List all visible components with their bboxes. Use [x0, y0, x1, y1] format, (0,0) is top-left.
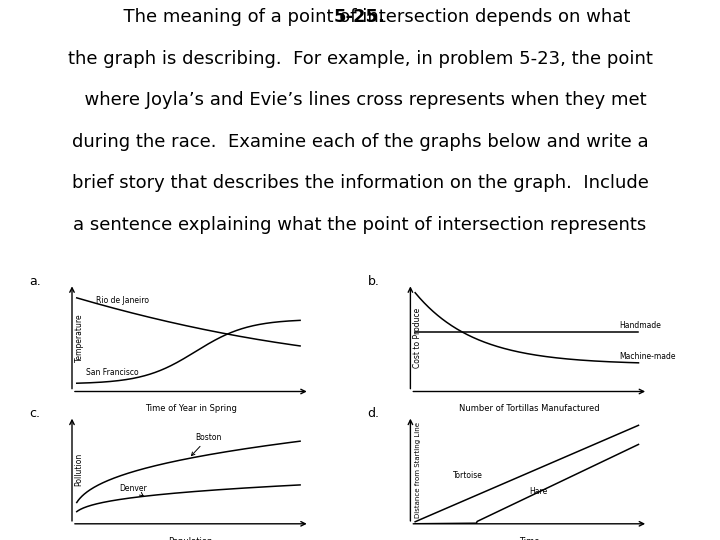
Text: brief story that describes the information on the graph.  Include: brief story that describes the informati… [71, 174, 649, 192]
Text: Rio de Janeiro: Rio de Janeiro [96, 296, 149, 305]
Text: Pollution: Pollution [75, 453, 84, 487]
Text: Number of Tortillas Manufactured: Number of Tortillas Manufactured [459, 404, 600, 414]
Text: Machine-made: Machine-made [619, 352, 676, 361]
Text: the graph is describing.  For example, in problem 5-23, the point: the graph is describing. For example, in… [68, 50, 652, 68]
Text: Boston: Boston [192, 433, 222, 456]
Text: Temperature: Temperature [75, 313, 84, 362]
Text: Time: Time [519, 537, 539, 540]
Text: where Joyla’s and Evie’s lines cross represents when they met: where Joyla’s and Evie’s lines cross rep… [73, 91, 647, 109]
Text: Denver: Denver [120, 484, 148, 496]
Text: Distance from Starting Line: Distance from Starting Line [415, 422, 420, 518]
Text: b.: b. [368, 275, 379, 288]
Text: Handmade: Handmade [619, 321, 662, 330]
Text: The meaning of a point of intersection depends on what: The meaning of a point of intersection d… [89, 8, 631, 26]
Text: Population: Population [168, 537, 213, 540]
Text: during the race.  Examine each of the graphs below and write a: during the race. Examine each of the gra… [72, 133, 648, 151]
Text: 5-25.: 5-25. [334, 8, 386, 26]
Text: a sentence explaining what the point of intersection represents: a sentence explaining what the point of … [73, 216, 647, 234]
Text: Tortoise: Tortoise [453, 471, 483, 481]
Text: c.: c. [30, 407, 40, 420]
Text: Hare: Hare [529, 487, 547, 496]
Text: a.: a. [30, 275, 41, 288]
Text: Time of Year in Spring: Time of Year in Spring [145, 404, 237, 414]
Text: d.: d. [368, 407, 379, 420]
Text: Cost to Produce: Cost to Produce [413, 307, 422, 368]
Text: San Francisco: San Francisco [86, 368, 139, 377]
